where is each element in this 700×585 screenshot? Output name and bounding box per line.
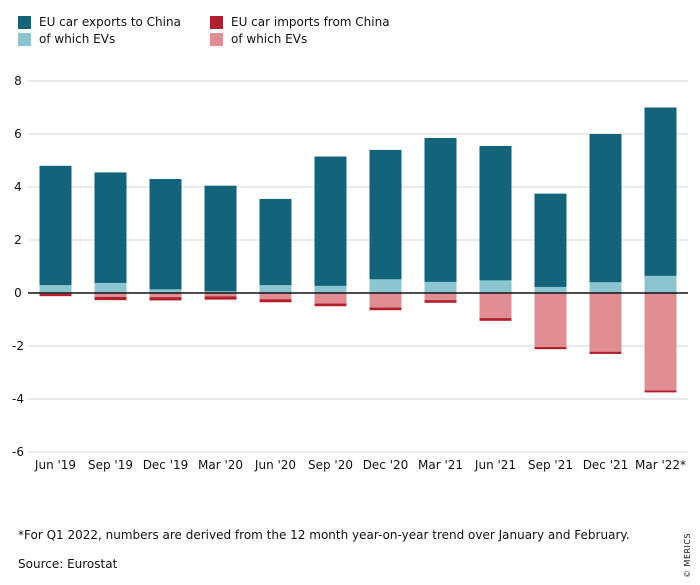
bar [424, 137, 457, 293]
bar [314, 293, 347, 304]
bar [369, 149, 402, 293]
bar [589, 293, 622, 352]
bar [644, 293, 677, 391]
bar [644, 275, 677, 293]
legend-label-export-evs: of which EVs [39, 32, 116, 46]
x-tick-label: Sep '19 [88, 458, 133, 472]
bar [259, 285, 292, 293]
legend-label-import-evs: of which EVs [231, 32, 308, 46]
y-tick-label: -4 [12, 392, 24, 406]
legend-label-exports: EU car exports to China [39, 15, 181, 29]
legend-item-export-evs: of which EVs [18, 32, 115, 46]
y-tick-label: 8 [14, 74, 22, 88]
bar [149, 179, 182, 293]
bar [204, 185, 237, 293]
bar [479, 280, 512, 293]
bar [39, 165, 72, 293]
bar [369, 279, 402, 293]
bar [424, 293, 457, 301]
legend: EU car exports to China of which EVs EU … [0, 10, 700, 50]
bar [94, 172, 127, 293]
bar [314, 156, 347, 293]
x-tick-label: Sep '21 [528, 458, 573, 472]
y-axis: -6 -4 -2 0 2 4 6 8 [12, 74, 24, 459]
bar [149, 293, 182, 298]
source-note: Source: Eurostat [18, 557, 118, 571]
legend-swatch-export-evs [18, 32, 31, 46]
y-tick-label: 2 [14, 233, 22, 247]
bar [534, 293, 567, 348]
legend-swatch-imports [210, 15, 223, 29]
bar [644, 107, 677, 293]
bar [94, 293, 127, 297]
x-tick-label: Jun '19 [34, 458, 76, 472]
bar [314, 285, 347, 293]
legend-item-exports: EU car exports to China [18, 15, 181, 29]
bars [39, 107, 677, 393]
bar [589, 282, 622, 293]
bar [204, 293, 237, 297]
x-tick-label: Jun '21 [474, 458, 516, 472]
x-tick-label: Mar '21 [418, 458, 463, 472]
legend-label-imports: EU car imports from China [231, 15, 390, 29]
bar [534, 286, 567, 293]
x-tick-label: Dec '21 [583, 458, 629, 472]
bar [424, 281, 457, 293]
legend-item-import-evs: of which EVs [210, 32, 307, 46]
y-tick-label: 0 [14, 286, 22, 300]
x-tick-label: Mar '22* [635, 458, 686, 472]
x-tick-label: Mar '20 [198, 458, 243, 472]
brand-credit: © MERICS [683, 532, 692, 578]
bar [369, 293, 402, 308]
y-tick-label: 4 [14, 180, 22, 194]
y-tick-label: 6 [14, 127, 22, 141]
bar [39, 285, 72, 293]
y-tick-label: -2 [12, 339, 24, 353]
bar [94, 282, 127, 293]
bar [204, 291, 237, 293]
bar [479, 145, 512, 293]
x-tick-label: Sep '20 [308, 458, 353, 472]
y-tick-label: -6 [12, 445, 24, 459]
bar [479, 293, 512, 319]
bar [259, 293, 292, 300]
bar [39, 293, 72, 297]
legend-swatch-exports [18, 15, 31, 29]
bar [149, 289, 182, 293]
bar [259, 198, 292, 293]
x-tick-label: Dec '20 [363, 458, 409, 472]
legend-swatch-import-evs [210, 32, 223, 46]
bar [589, 134, 622, 293]
x-tick-label: Jun '20 [254, 458, 296, 472]
legend-item-imports: EU car imports from China [210, 15, 390, 29]
bar-chart: -6 -4 -2 0 2 4 6 8 Jun '19 Sep '19 Dec '19 Mar '20… [12, 74, 688, 472]
bar [534, 193, 567, 293]
footnote: *For Q1 2022, numbers are derived from t… [18, 528, 630, 542]
x-tick-label: Dec '19 [143, 458, 189, 472]
x-axis: Jun '19 Sep '19 Dec '19 Mar '20 Jun '20 Sep '… [34, 458, 686, 472]
grid-lines [28, 80, 688, 453]
